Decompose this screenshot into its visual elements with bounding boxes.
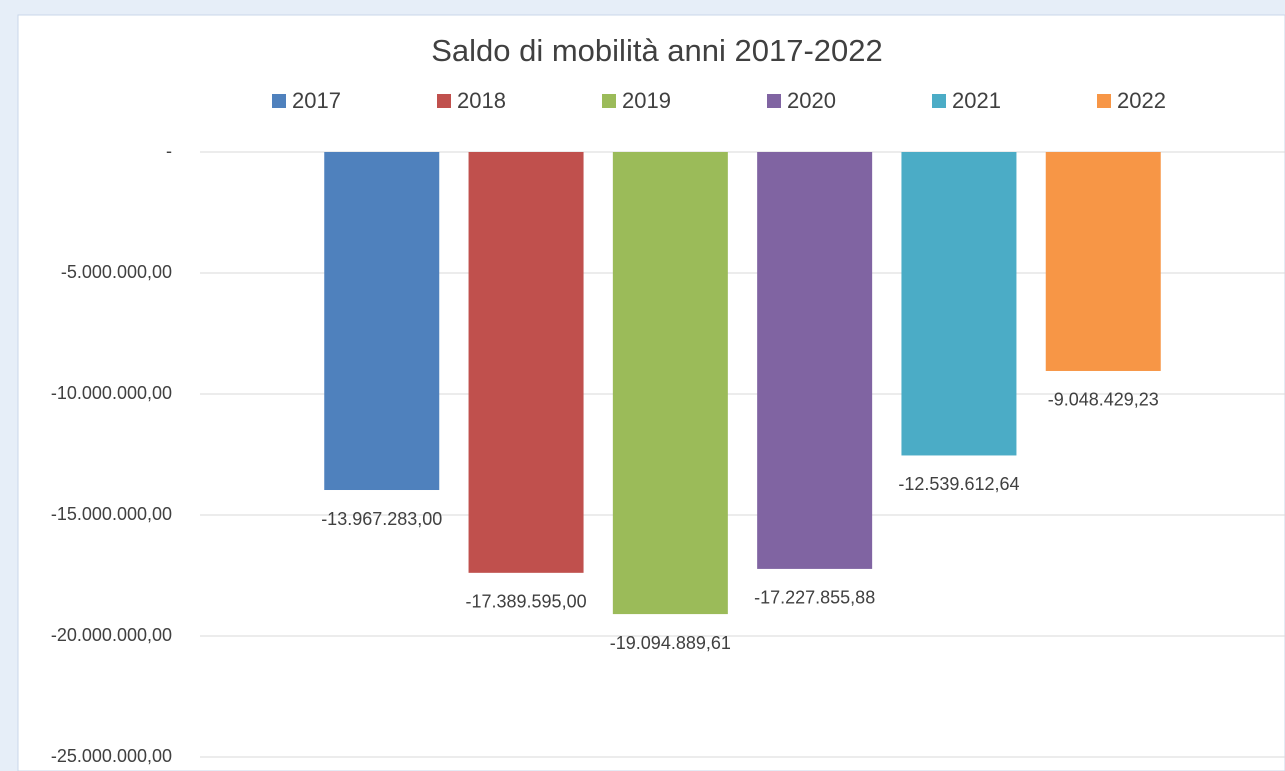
y-tick-label: -5.000.000,00 [61, 262, 172, 282]
y-tick-label: -25.000.000,00 [51, 746, 172, 766]
bar [901, 152, 1017, 456]
chart-title: Saldo di mobilità anni 2017-2022 [431, 33, 883, 68]
data-label: -9.048.429,23 [1048, 390, 1159, 410]
legend-label: 2019 [622, 88, 671, 113]
legend-swatch [767, 94, 781, 108]
legend-swatch [437, 94, 451, 108]
legend-label: 2022 [1117, 88, 1166, 113]
y-tick-label: -15.000.000,00 [51, 504, 172, 524]
legend-swatch [602, 94, 616, 108]
legend-label: 2017 [292, 88, 341, 113]
y-tick-label: -10.000.000,00 [51, 383, 172, 403]
bar [324, 152, 440, 491]
legend-swatch [932, 94, 946, 108]
bar [757, 152, 873, 569]
data-label: -12.539.612,64 [898, 474, 1019, 494]
legend-swatch [1097, 94, 1111, 108]
legend-label: 2020 [787, 88, 836, 113]
y-tick-label: -20.000.000,00 [51, 625, 172, 645]
legend-label: 2021 [952, 88, 1001, 113]
data-label: -19.094.889,61 [610, 633, 731, 653]
data-label: -17.227.855,88 [754, 588, 875, 608]
legend-label: 2018 [457, 88, 506, 113]
y-tick-label: - [166, 141, 172, 161]
data-label: -13.967.283,00 [321, 509, 442, 529]
bar [612, 152, 728, 615]
bar [1045, 152, 1161, 371]
data-label: -17.389.595,00 [465, 592, 586, 612]
bar [468, 152, 584, 573]
legend-swatch [272, 94, 286, 108]
